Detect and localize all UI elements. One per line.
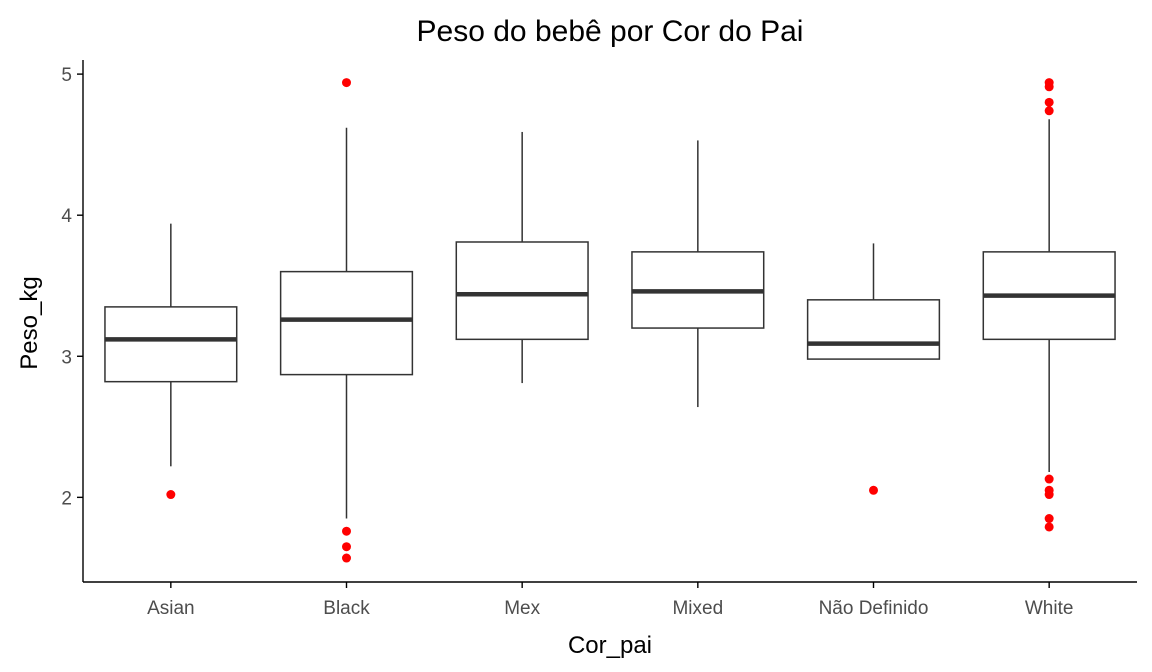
box-iqr [806,299,941,360]
outlier-point [1044,514,1054,524]
outlier-point [1044,490,1054,500]
x-tick-label: Mex [504,598,540,619]
x-tick-label: Black [323,598,370,619]
outlier-point [1044,522,1054,532]
y-tick-label: 3 [61,347,72,368]
y-axis-title: Peso_kg [16,276,43,369]
y-tick-label: 4 [61,206,72,227]
outlier-point [1044,106,1054,116]
y-tick-label: 2 [61,488,72,509]
chart-title: Peso do bebê por Cor do Pai [417,15,804,48]
outlier-point [1044,474,1054,484]
box-iqr [279,270,414,376]
box-iqr [104,306,238,383]
x-tick-label: Mixed [672,598,723,619]
outlier-point [342,526,351,536]
outlier-point [342,542,351,552]
outlier-point [1044,97,1054,107]
x-tick-label: Asian [147,598,195,619]
outlier-point [166,490,176,500]
outlier-point [869,485,878,495]
outlier-point [342,78,351,88]
x-tick-label: White [1025,598,1074,619]
x-axis-title: Cor_pai [568,632,652,659]
outlier-point [342,553,351,563]
outlier-point [1044,82,1054,92]
box-iqr [455,241,589,341]
y-tick-label: 5 [61,65,72,86]
x-tick-label: Não Definido [819,598,929,619]
plot-area: 2 3 4 5 Asian Black Mex Mixed Não Definido White [61,60,1137,619]
